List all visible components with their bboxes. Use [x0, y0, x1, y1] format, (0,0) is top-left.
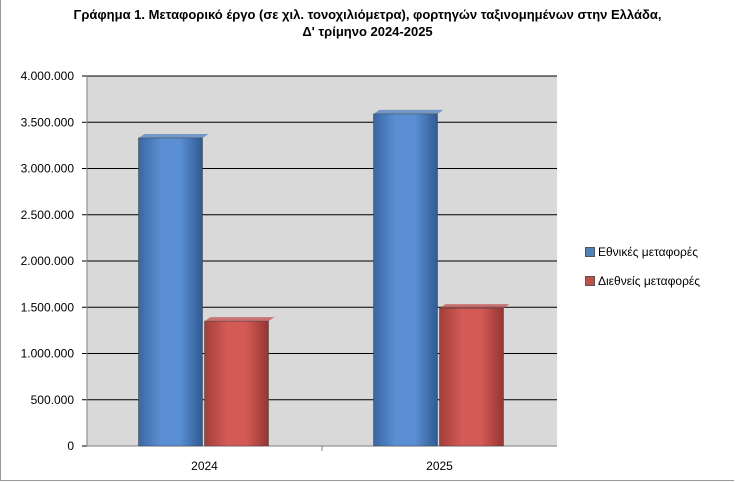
bar-national-cap [373, 109, 444, 114]
x-tick-label: 2024 [191, 459, 218, 473]
y-tick-label: 3.500.000 [21, 115, 75, 129]
legend-item-national: Εθνικές μεταφορές [585, 245, 730, 259]
y-tick-label: 500.000 [31, 393, 75, 407]
y-tick-label: 0 [67, 439, 74, 453]
y-tick-label: 2.000.000 [21, 254, 75, 268]
y-tick-label: 3.000.000 [21, 162, 75, 176]
legend-swatch-international [585, 276, 595, 286]
chart-legend: Εθνικές μεταφορές Διεθνείς μεταφορές [585, 245, 730, 303]
y-tick-label: 2.500.000 [21, 208, 75, 222]
y-tick-label: 1.500.000 [21, 300, 75, 314]
x-tick-label: 2025 [426, 459, 453, 473]
bar-international-2024 [204, 320, 269, 447]
y-tick-label: 1.000.000 [21, 347, 75, 361]
y-tick-label: 4.000.000 [21, 69, 75, 83]
bar-national-cap [138, 133, 209, 138]
chart-subtitle: Δ' τρίμηνο 2024-2025 [302, 24, 433, 39]
legend-item-international: Διεθνείς μεταφορές [585, 274, 730, 288]
bar-national-2024 [138, 137, 203, 447]
chart-title: Γράφημα 1. Μεταφορικό έργο (σε χιλ. τονο… [73, 7, 662, 22]
legend-label-national: Εθνικές μεταφορές [598, 245, 698, 259]
bar-international-cap [439, 304, 510, 309]
legend-label-international: Διεθνείς μεταφορές [598, 274, 701, 288]
bar-international-cap [204, 317, 275, 322]
bar-national-2025 [373, 113, 438, 447]
bar-international-2025 [439, 307, 504, 447]
legend-swatch-national [585, 247, 595, 257]
